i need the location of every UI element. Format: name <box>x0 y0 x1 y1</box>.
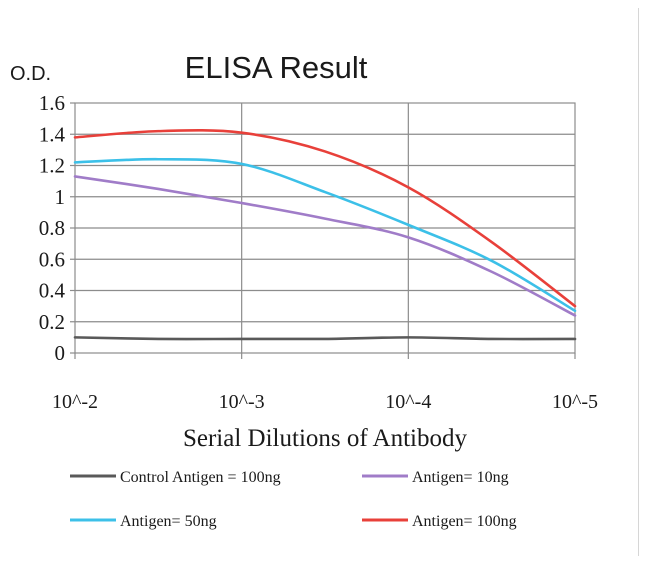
x-tick-label: 10^-4 <box>385 391 431 413</box>
chart-title: ELISA Result <box>185 50 368 85</box>
plot-grid <box>70 102 576 359</box>
series-line-3 <box>73 129 577 308</box>
y-tick-label: 1.6 <box>39 91 65 115</box>
x-tick-label: 10^-3 <box>219 391 265 413</box>
y-tick-label: 1 <box>55 185 66 209</box>
y-tick-label: 0 <box>55 341 66 365</box>
legend-label-2: Antigen= 50ng <box>120 513 217 530</box>
legend-label-1: Antigen= 10ng <box>412 469 509 486</box>
series-line-1 <box>73 175 577 317</box>
y-tick-label: 0.6 <box>39 247 65 271</box>
series-lines <box>73 129 577 341</box>
series-line-2 <box>73 157 577 313</box>
x-tick-label: 10^-5 <box>552 391 598 413</box>
x-tick-labels: 10^-2 10^-3 10^-4 10^-5 <box>52 391 598 413</box>
y-tick-labels: 0 0.2 0.4 0.6 0.8 1 1.2 1.4 1.6 <box>39 91 66 365</box>
legend: Control Antigen = 100ng Antigen= 10ng Anti… <box>70 469 517 530</box>
x-axis-label: Serial Dilutions of Antibody <box>183 425 468 452</box>
y-tick-label: 1.2 <box>39 154 65 178</box>
y-axis-label: O.D. <box>10 63 51 85</box>
y-tick-label: 0.4 <box>39 279 66 303</box>
legend-label-0: Control Antigen = 100ng <box>120 469 281 486</box>
legend-label-3: Antigen= 100ng <box>412 513 517 530</box>
y-tick-label: 0.2 <box>39 310 65 334</box>
right-border-line <box>638 8 639 556</box>
x-tick-label: 10^-2 <box>52 391 98 413</box>
y-tick-label: 0.8 <box>39 216 65 240</box>
y-tick-label: 1.4 <box>39 122 66 146</box>
series-line-0 <box>73 336 577 341</box>
